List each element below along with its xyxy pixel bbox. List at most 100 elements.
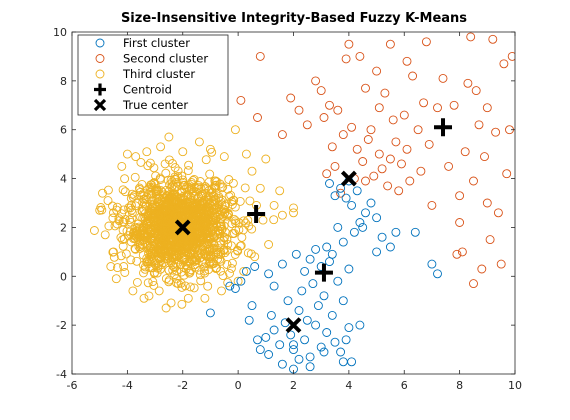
first-cluster-point <box>283 296 293 306</box>
third-cluster-point <box>201 155 211 165</box>
chart-title: Size-Insensitive Integrity-Based Fuzzy K… <box>121 11 467 26</box>
third-cluster-point <box>199 262 209 272</box>
first-cluster-point <box>316 342 326 352</box>
third-cluster-point <box>103 196 113 206</box>
third-cluster-point <box>117 161 127 171</box>
y-tick-label: 10 <box>53 26 67 39</box>
third-cluster-point <box>160 193 170 203</box>
third-cluster-point <box>149 210 159 219</box>
third-cluster-point <box>154 286 164 296</box>
first-cluster-point <box>347 357 357 367</box>
third-cluster-point <box>246 249 256 259</box>
third-cluster-point <box>183 199 193 209</box>
x-tick-label: 10 <box>508 379 522 392</box>
second-cluster-point <box>499 59 509 69</box>
third-cluster-point <box>188 255 198 265</box>
second-cluster-point <box>491 127 501 137</box>
third-cluster-point <box>203 281 213 291</box>
data-layer <box>89 32 515 374</box>
third-cluster-point <box>95 205 105 215</box>
third-cluster-point <box>160 217 170 227</box>
second-cluster-point <box>358 157 368 166</box>
third-cluster-point <box>190 216 200 226</box>
third-cluster-point <box>139 205 149 215</box>
first-cluster-point <box>300 335 310 345</box>
third-cluster-point <box>221 200 231 210</box>
second-cluster-point <box>419 98 429 108</box>
first-cluster-point <box>330 191 340 201</box>
second-cluster-point <box>236 95 246 105</box>
first-cluster-point <box>255 345 265 355</box>
second-cluster-point <box>493 208 503 218</box>
second-cluster-point <box>474 120 484 130</box>
second-cluster-point <box>413 125 423 135</box>
second-cluster-point <box>372 66 382 76</box>
first-cluster-point <box>372 247 382 257</box>
second-cluster-point <box>477 264 487 274</box>
x-tick-label: 2 <box>290 379 297 392</box>
third-cluster-point <box>189 207 199 217</box>
third-cluster-point <box>166 175 176 185</box>
first-cluster-point <box>264 269 274 279</box>
third-cluster-point <box>109 208 118 218</box>
x-tick-label: 4 <box>345 379 352 392</box>
y-tick-label: 4 <box>60 173 67 186</box>
third-cluster-point <box>166 247 176 257</box>
second-cluster-point <box>361 83 370 93</box>
third-cluster-point <box>153 185 163 195</box>
first-cluster-point <box>261 332 271 342</box>
third-cluster-point <box>193 193 202 203</box>
third-cluster-point <box>223 239 233 249</box>
third-cluster-point <box>151 223 161 233</box>
first-cluster-point <box>336 183 346 193</box>
second-cluster-point <box>397 159 406 169</box>
third-cluster-point <box>131 228 141 238</box>
first-cluster-point <box>305 352 315 362</box>
third-cluster-point <box>185 268 195 278</box>
centroid-marker <box>434 118 453 137</box>
third-cluster-point <box>219 205 228 215</box>
second-cluster-point <box>460 147 470 157</box>
legend-label: Centroid <box>123 83 172 97</box>
third-cluster-point <box>189 239 199 249</box>
second-cluster-point <box>502 169 512 179</box>
third-cluster-point <box>190 222 200 232</box>
first-cluster-point <box>361 208 370 218</box>
first-cluster-point <box>338 357 348 367</box>
first-cluster-point <box>322 328 332 337</box>
second-cluster-point <box>325 100 334 110</box>
third-cluster-point <box>178 147 188 157</box>
third-cluster-point <box>125 203 135 213</box>
second-cluster-point <box>452 249 462 259</box>
third-cluster-point <box>240 183 250 193</box>
first-cluster-point <box>327 249 337 259</box>
first-cluster-point <box>289 345 298 355</box>
third-cluster-point <box>122 149 132 159</box>
first-cluster-point <box>333 222 343 232</box>
third-cluster-point <box>103 185 113 195</box>
first-cluster-point <box>225 281 235 291</box>
third-cluster-point <box>108 213 118 223</box>
third-cluster-point <box>190 260 200 270</box>
third-cluster-point <box>210 176 220 186</box>
second-cluster-point <box>319 113 329 122</box>
third-cluster-point <box>179 263 189 272</box>
first-cluster-point <box>269 281 279 291</box>
third-cluster-point <box>247 166 257 176</box>
first-cluster-point <box>433 269 442 279</box>
third-cluster-point <box>118 185 128 195</box>
first-cluster-point <box>289 340 298 350</box>
third-cluster-point <box>138 235 148 245</box>
third-cluster-point <box>149 163 159 173</box>
third-cluster-point <box>140 229 150 239</box>
second-cluster-point <box>336 188 346 198</box>
x-tick-label: 0 <box>235 379 242 392</box>
third-cluster-point <box>142 200 151 210</box>
second-cluster-point <box>405 176 415 186</box>
third-cluster-point <box>211 249 221 259</box>
first-cluster-point <box>247 301 257 311</box>
first-cluster-point <box>325 179 334 188</box>
third-cluster-point <box>200 250 210 259</box>
third-cluster-point <box>169 262 179 272</box>
third-cluster-point <box>211 264 221 274</box>
